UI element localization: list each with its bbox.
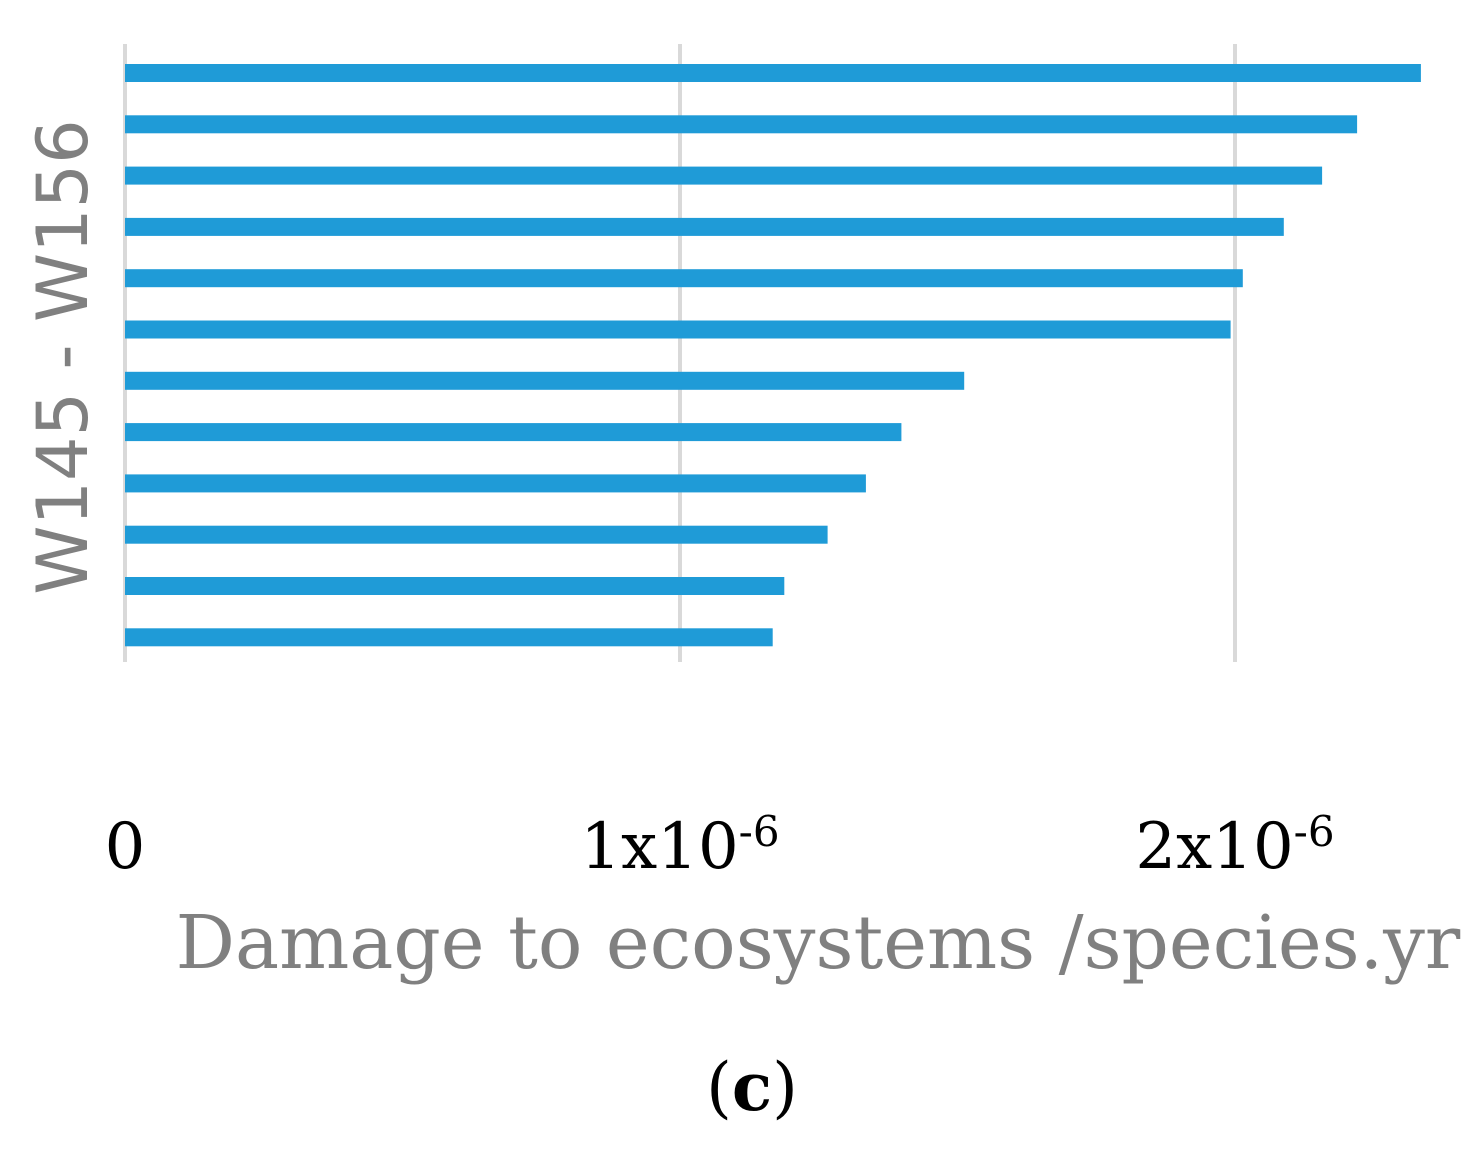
bar-3 (125, 166, 1323, 185)
bar-8 (125, 423, 902, 442)
figure-caption: (c) (706, 1048, 798, 1126)
caption-open-paren: ( (706, 1049, 732, 1126)
x-tick-exponent-1: -6 (739, 807, 780, 856)
x-tick-exponent-2: -6 (1294, 807, 1335, 856)
x-tick-label-2: 2x10-6 (1135, 807, 1334, 884)
x-axis-label: Damage to ecosystems /species.yr (176, 900, 1461, 986)
bar-5 (125, 269, 1243, 288)
x-axis-ticks: 0 1x10-6 2x10-6 (105, 807, 1335, 884)
bar-6 (125, 320, 1231, 339)
x-tick-base-1: 1x10 (580, 810, 738, 884)
caption-letter: c (732, 1048, 772, 1126)
bar-4 (125, 217, 1284, 236)
x-tick-label-0: 0 (105, 810, 146, 884)
gridlines (123, 44, 1237, 662)
caption-close-paren: ) (772, 1049, 798, 1126)
x-tick-label-1: 1x10-6 (580, 807, 779, 884)
bar-12 (125, 628, 773, 647)
bar-11 (125, 577, 785, 595)
bar-10 (125, 525, 828, 544)
bar-7 (125, 371, 965, 390)
x-tick-base-0: 0 (105, 810, 146, 884)
bar-1 (125, 64, 1421, 82)
x-tick-base-2: 2x10 (1135, 810, 1293, 884)
y-axis-label: W145 - W156 (22, 119, 104, 594)
bar-9 (125, 474, 866, 493)
bars (125, 64, 1421, 647)
bar-2 (125, 115, 1358, 134)
